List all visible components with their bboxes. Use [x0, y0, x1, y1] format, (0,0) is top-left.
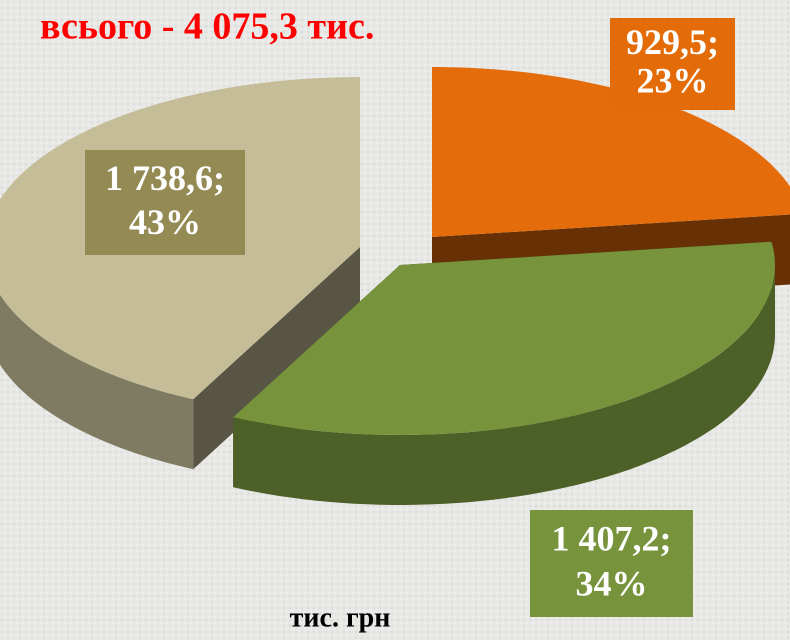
chart-title: всього - 4 075,3 тис.	[40, 6, 374, 48]
percent-label: 34%	[576, 563, 648, 603]
label-box	[530, 510, 693, 617]
percent-label: 23%	[637, 61, 709, 101]
slice-top	[432, 67, 790, 237]
label-box	[610, 18, 735, 110]
pie	[0, 67, 790, 505]
slice-face	[193, 247, 360, 470]
slice-side	[0, 294, 194, 470]
percent-label: 43%	[129, 202, 201, 242]
data-label: 929,5;	[626, 22, 719, 62]
slice-side	[233, 265, 775, 505]
slice	[233, 241, 775, 505]
label-box	[85, 150, 245, 255]
slice-top	[233, 241, 775, 435]
data-label: 1 407,2;	[552, 518, 672, 558]
labels: 929,5;23% 1 407,2; 34% 1 738,6;43%	[85, 18, 735, 617]
data-label: 1 738,6;	[105, 158, 225, 198]
unit-label: тис. грн	[290, 602, 391, 633]
